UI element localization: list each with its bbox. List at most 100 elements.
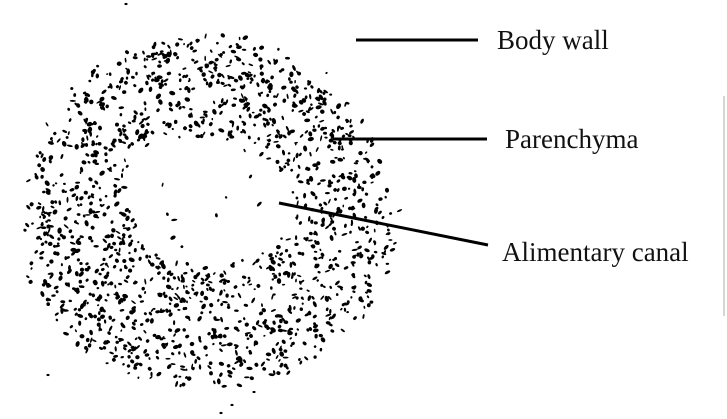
tissue-speckle <box>271 294 274 300</box>
tissue-speckle <box>213 66 218 70</box>
tissue-speckle <box>328 263 333 270</box>
tissue-speckle <box>182 284 185 290</box>
tissue-speckle <box>84 317 88 321</box>
tissue-speckle <box>248 113 252 119</box>
tissue-speckle <box>213 333 218 339</box>
tissue-speckle <box>211 117 214 121</box>
tissue-speckle <box>135 345 140 350</box>
tissue-speckle <box>125 67 128 70</box>
tissue-speckle <box>231 367 236 371</box>
tissue-speckle <box>157 52 163 56</box>
tissue-speckle <box>208 286 213 291</box>
tissue-speckle <box>88 79 92 83</box>
tissue-speckle <box>144 278 147 285</box>
tissue-speckle <box>137 376 140 379</box>
tissue-speckle <box>208 81 213 88</box>
tissue-speckle <box>275 341 279 346</box>
tissue-speckle <box>162 121 166 125</box>
tissue-speckle <box>293 104 298 108</box>
tissue-speckle <box>93 121 97 126</box>
tissue-speckle <box>97 304 100 307</box>
tissue-speckle <box>131 321 136 326</box>
tissue-speckle <box>320 126 325 131</box>
tissue-speckle <box>92 279 98 285</box>
tissue-speckle <box>123 279 129 283</box>
tissue-speckle <box>98 198 102 202</box>
tissue-speckle <box>171 288 174 291</box>
tissue-speckle <box>124 135 129 140</box>
tissue-speckle <box>333 188 337 192</box>
tissue-speckle <box>349 124 353 128</box>
tissue-speckle <box>248 63 254 67</box>
tissue-speckle <box>44 240 48 244</box>
tissue-speckle <box>303 192 307 199</box>
tissue-speckle <box>79 303 85 310</box>
tissue-speckle <box>291 261 297 266</box>
tissue-speckle <box>74 143 79 150</box>
tissue-speckle <box>373 240 377 245</box>
tissue-speckle <box>349 230 352 234</box>
tissue-speckle <box>268 86 273 91</box>
tissue-speckle <box>198 68 203 73</box>
tissue-speckle <box>183 126 187 131</box>
tissue-speckle <box>355 241 359 244</box>
tissue-speckle <box>82 214 86 218</box>
tissue-speckle <box>384 187 390 193</box>
tissue-speckle <box>155 355 160 360</box>
tissue-speckle <box>241 48 247 51</box>
tissue-speckle <box>124 207 130 213</box>
tissue-speckle <box>229 135 235 139</box>
tissue-speckle <box>162 345 167 349</box>
tissue-speckle <box>208 70 214 74</box>
tissue-speckle <box>50 200 55 205</box>
tissue-speckle <box>144 107 147 111</box>
tissue-speckle <box>167 44 171 49</box>
tissue-speckle <box>213 62 216 66</box>
tissue-speckle <box>325 71 328 75</box>
tissue-speckle <box>124 2 128 6</box>
tissue-speckle <box>265 352 272 357</box>
tissue-speckle <box>138 120 144 125</box>
tissue-speckle <box>319 347 323 352</box>
tissue-speckle <box>323 89 329 94</box>
tissue-speckle <box>249 334 253 338</box>
tissue-speckle <box>253 74 256 78</box>
tissue-speckle <box>135 355 140 360</box>
tissue-speckle <box>227 130 230 137</box>
tissue-speckle <box>115 340 119 344</box>
tissue-speckle <box>75 195 79 202</box>
tissue-speckle <box>364 192 369 196</box>
tissue-speckle <box>98 125 102 131</box>
tissue-speckle <box>280 237 283 240</box>
tissue-speckle <box>46 302 51 306</box>
tissue-speckle <box>46 263 50 267</box>
tissue-speckle <box>314 242 318 245</box>
tissue-speckle <box>112 264 117 269</box>
tissue-speckle <box>140 245 144 250</box>
tissue-speckle <box>108 315 112 320</box>
tissue-speckle <box>36 205 42 210</box>
tissue-speckle <box>57 227 62 234</box>
tissue-speckle <box>215 213 218 218</box>
tissue-speckle <box>346 175 350 179</box>
tissue-speckle <box>58 200 62 206</box>
tissue-speckle <box>364 248 370 253</box>
tissue-speckle <box>314 333 318 339</box>
alimentary-canal-label: Alimentary canal <box>502 237 689 267</box>
tissue-speckle <box>109 83 113 89</box>
tissue-speckle <box>145 254 149 259</box>
tissue-speckle <box>381 255 385 259</box>
tissue-speckle <box>105 362 109 365</box>
tissue-speckle <box>220 98 224 104</box>
tissue-speckle <box>363 274 367 278</box>
tissue-speckle <box>185 285 188 288</box>
tissue-speckle <box>135 71 138 76</box>
tissue-speckle <box>34 174 39 180</box>
tissue-speckle <box>151 71 156 75</box>
tissue-speckle <box>238 114 242 119</box>
tissue-speckle <box>329 131 333 136</box>
tissue-speckle <box>306 328 310 332</box>
tissue-speckle <box>295 196 299 200</box>
tissue-speckle <box>299 287 303 290</box>
tissue-speckle <box>97 141 102 146</box>
